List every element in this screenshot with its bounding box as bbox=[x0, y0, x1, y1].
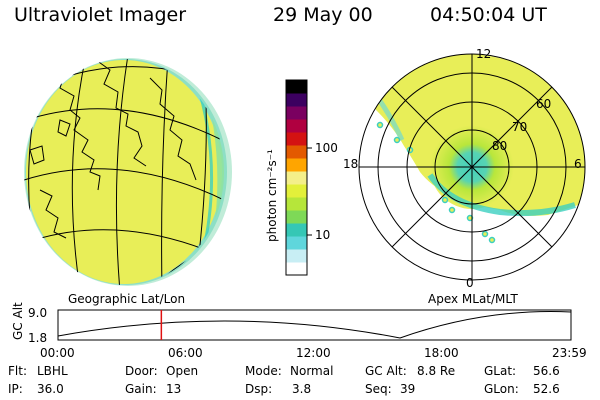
info-mode-value: Normal bbox=[290, 364, 334, 378]
apex-label: Apex MLat/MLT bbox=[428, 292, 518, 306]
info-gain-key: Gain: bbox=[125, 382, 157, 396]
colorbar-swatch bbox=[286, 119, 307, 133]
info-gain-value: 13 bbox=[166, 382, 182, 396]
image-date: 29 May 00 bbox=[273, 4, 373, 26]
altitude-plot bbox=[57, 309, 572, 341]
colorbar-swatch bbox=[286, 223, 307, 237]
info-glat-key: GLat: bbox=[484, 364, 517, 378]
info-flt-value: LBHL bbox=[37, 364, 68, 378]
colorbar-swatch bbox=[286, 106, 307, 120]
mlt-label-6: 6 bbox=[574, 157, 582, 171]
info-door-value: Open bbox=[166, 364, 199, 378]
colorbar-swatch bbox=[286, 171, 307, 185]
mlt-label-12: 12 bbox=[476, 47, 492, 61]
colorbar-swatch bbox=[286, 80, 307, 94]
info-flt-key: Flt: bbox=[8, 364, 27, 378]
altitude-y-label-max: 9.0 bbox=[28, 306, 48, 320]
info-seq-value: 39 bbox=[400, 382, 416, 396]
altitude-curve bbox=[57, 311, 572, 339]
polar-grid bbox=[358, 53, 586, 281]
coastline bbox=[51, 69, 101, 191]
colorbar-swatch bbox=[286, 145, 307, 159]
geographic-panel bbox=[24, 58, 232, 286]
colorbar-frame bbox=[285, 79, 308, 276]
info-dsp-value: 3.8 bbox=[292, 382, 312, 396]
info-gcalt-value: 8.8 Re bbox=[417, 364, 456, 378]
colorbar-label-10: 10 bbox=[315, 228, 331, 242]
altitude-y-label-min: 1.8 bbox=[28, 331, 48, 345]
time-tick-0000: 00:00 bbox=[40, 346, 75, 360]
colorbar-swatch bbox=[286, 93, 307, 107]
altitude-axis-label: GC Alt bbox=[11, 302, 25, 340]
info-door-key: Door: bbox=[125, 364, 158, 378]
colorbar-swatch bbox=[286, 132, 307, 146]
colorbar-swatch bbox=[286, 210, 307, 224]
info-glon-key: GLon: bbox=[484, 382, 519, 396]
time-tick-1800: 18:00 bbox=[424, 346, 459, 360]
colorbar-swatch bbox=[286, 197, 307, 211]
time-tick-1200: 12:00 bbox=[296, 346, 331, 360]
time-tick-0600: 06:00 bbox=[168, 346, 203, 360]
colorbar-label-100: 100 bbox=[315, 141, 338, 155]
colorbar bbox=[285, 79, 312, 276]
app-title: Ultraviolet Imager bbox=[14, 4, 187, 26]
image-time: 04:50:04 UT bbox=[430, 4, 547, 26]
info-ip-value: 36.0 bbox=[37, 382, 64, 396]
dayside-aurora-image bbox=[26, 60, 222, 284]
mlat-label-70: 70 bbox=[512, 120, 528, 134]
colorbar-unit-label: photon cm⁻²s⁻¹ bbox=[265, 149, 279, 242]
polar-panel bbox=[358, 53, 586, 281]
colorbar-swatch bbox=[286, 184, 307, 198]
colorbar-swatches bbox=[286, 80, 307, 276]
colorbar-swatch bbox=[286, 236, 307, 250]
info-ip-key: IP: bbox=[8, 382, 23, 396]
mlat-label-60: 60 bbox=[536, 97, 552, 111]
geographic-label: Geographic Lat/Lon bbox=[68, 292, 186, 306]
info-glat-value: 56.6 bbox=[533, 364, 560, 378]
mlt-label-0: 0 bbox=[466, 276, 474, 290]
mlt-label-18: 18 bbox=[343, 157, 359, 171]
colorbar-swatch bbox=[286, 158, 307, 172]
info-mode-key: Mode: bbox=[245, 364, 282, 378]
mlat-label-80: 80 bbox=[492, 139, 508, 153]
info-gcalt-key: GC Alt: bbox=[365, 364, 407, 378]
colorbar-swatch bbox=[286, 249, 307, 263]
altitude-plot-frame bbox=[57, 309, 572, 341]
info-glon-value: 52.6 bbox=[533, 382, 560, 396]
time-tick-2359: 23:59 bbox=[552, 346, 587, 360]
info-dsp-key: Dsp: bbox=[245, 382, 273, 396]
colorbar-swatch bbox=[286, 262, 307, 276]
info-seq-key: Seq: bbox=[365, 382, 392, 396]
